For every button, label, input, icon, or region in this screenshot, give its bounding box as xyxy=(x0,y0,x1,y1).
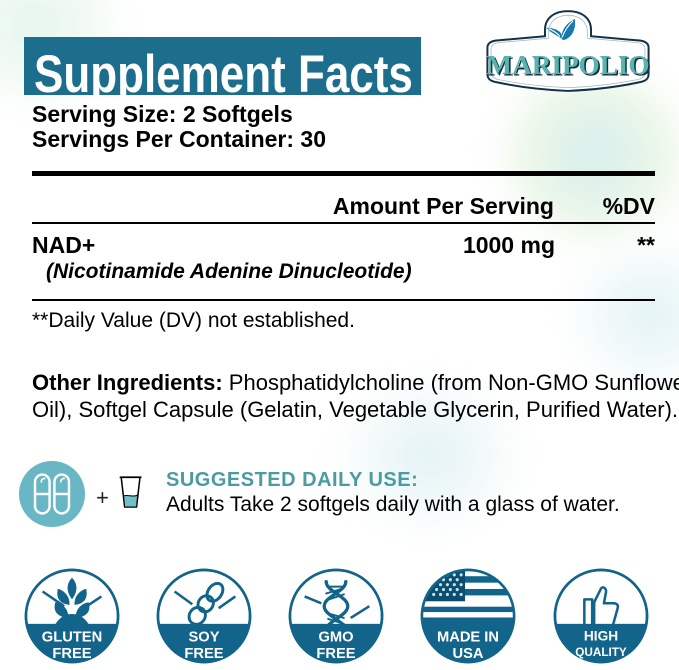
svg-text:FREE: FREE xyxy=(52,646,91,662)
svg-text:GLUTEN: GLUTEN xyxy=(42,629,102,645)
svg-text:HIGH: HIGH xyxy=(584,629,618,644)
svg-text:FREE: FREE xyxy=(316,646,355,662)
svg-text:FREE: FREE xyxy=(184,646,223,662)
svg-text:MADE IN: MADE IN xyxy=(437,629,499,645)
svg-text:MARIPOLIO: MARIPOLIO xyxy=(486,50,649,80)
svg-text:USA: USA xyxy=(452,646,483,662)
svg-text:SOY: SOY xyxy=(188,629,219,645)
svg-text:GMO: GMO xyxy=(318,629,353,645)
svg-text:QUALITY: QUALITY xyxy=(575,646,627,659)
